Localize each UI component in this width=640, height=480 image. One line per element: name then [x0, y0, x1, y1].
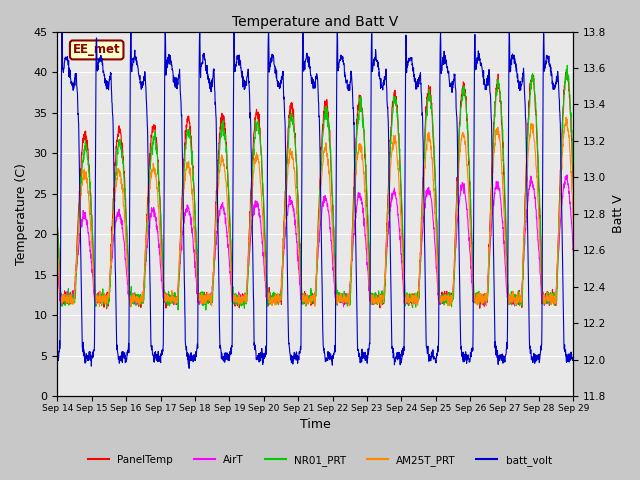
Title: Temperature and Batt V: Temperature and Batt V — [232, 15, 399, 29]
Legend: PanelTemp, AirT, NR01_PRT, AM25T_PRT, batt_volt: PanelTemp, AirT, NR01_PRT, AM25T_PRT, ba… — [84, 451, 556, 470]
Y-axis label: Temperature (C): Temperature (C) — [15, 163, 28, 265]
Y-axis label: Batt V: Batt V — [612, 194, 625, 233]
X-axis label: Time: Time — [300, 419, 331, 432]
Text: EE_met: EE_met — [73, 43, 120, 57]
